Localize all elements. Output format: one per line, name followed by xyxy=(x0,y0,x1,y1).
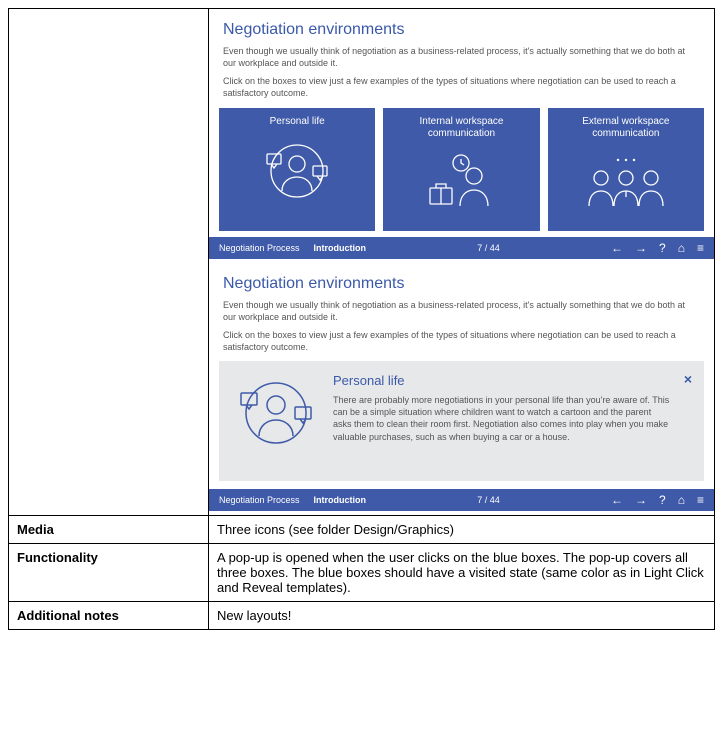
navbar-1: Negotiation Process Introduction 7 / 44 … xyxy=(209,237,714,259)
slide-title: Negotiation environments xyxy=(223,21,700,39)
functionality-value: A pop-up is opened when the user clicks … xyxy=(209,544,715,602)
slide-boxes: Negotiation environments Even though we … xyxy=(209,9,714,259)
nav-help-icon[interactable]: ? xyxy=(659,241,666,255)
box-internal-comm[interactable]: Internal workspace communication xyxy=(383,108,539,231)
nav-home-icon-2[interactable]: ⌂ xyxy=(678,493,685,507)
slide-para-2b: Click on the boxes to view just a few ex… xyxy=(223,329,700,353)
nav-home-icon[interactable]: ⌂ xyxy=(678,241,685,255)
close-icon[interactable]: × xyxy=(684,371,692,387)
box-row: Personal life xyxy=(209,108,714,237)
notes-label: Additional notes xyxy=(9,602,209,630)
progress-indicator: 7 / 44 xyxy=(366,243,611,253)
popup-body: There are probably more negotiations in … xyxy=(333,394,670,443)
slide-para-2: Click on the boxes to view just a few ex… xyxy=(223,75,700,99)
slide-para-1: Even though we usually think of negotiat… xyxy=(223,45,700,69)
notes-value: New layouts! xyxy=(209,602,715,630)
mockups-cell: Negotiation environments Even though we … xyxy=(209,9,715,516)
box-title-2: Internal workspace communication xyxy=(389,116,533,140)
empty-label-cell xyxy=(9,9,209,516)
slide-para-1b: Even though we usually think of negotiat… xyxy=(223,299,700,323)
nav-help-icon-2[interactable]: ? xyxy=(659,493,666,507)
nav-menu-icon-2[interactable]: ≡ xyxy=(697,493,704,507)
nav-back-icon-2[interactable]: ← xyxy=(611,493,623,507)
box-personal-life[interactable]: Personal life xyxy=(219,108,375,231)
breadcrumb-section-2: Introduction xyxy=(314,495,367,505)
box-title-3: External workspace communication xyxy=(554,116,698,140)
external-comm-icon xyxy=(571,148,681,221)
slide-popup: Negotiation environments Even though we … xyxy=(209,263,714,512)
breadcrumb-course: Negotiation Process xyxy=(219,243,300,253)
nav-forward-icon-2[interactable]: → xyxy=(635,493,647,507)
nav-back-icon[interactable]: ← xyxy=(611,241,623,255)
nav-menu-icon[interactable]: ≡ xyxy=(697,241,704,255)
slide-title-2: Negotiation environments xyxy=(223,275,700,293)
functionality-label: Functionality xyxy=(9,544,209,602)
media-label: Media xyxy=(9,516,209,544)
media-value: Three icons (see folder Design/Graphics) xyxy=(209,516,715,544)
progress-indicator-2: 7 / 44 xyxy=(366,495,611,505)
breadcrumb-course-2: Negotiation Process xyxy=(219,495,300,505)
breadcrumb-section: Introduction xyxy=(314,243,367,253)
spec-table: Negotiation environments Even though we … xyxy=(8,8,715,630)
popup-personal-life-icon xyxy=(233,373,319,456)
popup-title: Personal life xyxy=(333,373,670,388)
nav-forward-icon[interactable]: → xyxy=(635,241,647,255)
internal-comm-icon xyxy=(416,148,506,221)
navbar-2: Negotiation Process Introduction 7 / 44 … xyxy=(209,489,714,511)
box-external-comm[interactable]: External workspace communication xyxy=(548,108,704,231)
personal-life-icon xyxy=(257,136,337,209)
box-title-1: Personal life xyxy=(270,116,325,128)
popup-panel: × Personal life There are probably more xyxy=(219,361,704,481)
